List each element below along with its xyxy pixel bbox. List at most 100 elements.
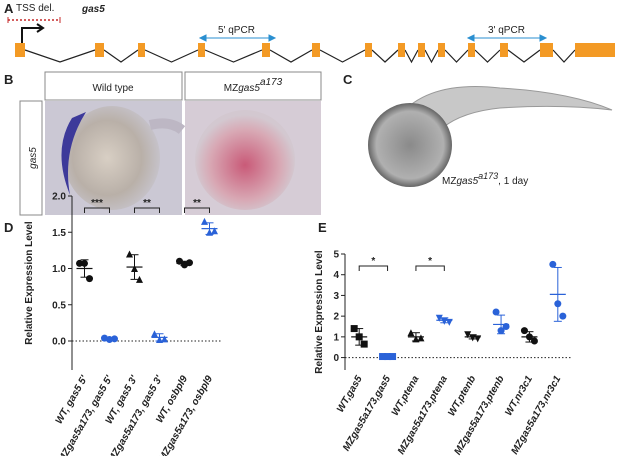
- point: [492, 308, 500, 316]
- point: [161, 335, 168, 343]
- sig-label: ***: [91, 198, 103, 209]
- x-tick-label: WT,ptena: [390, 374, 422, 418]
- point: [111, 335, 118, 343]
- intron: [144, 49, 199, 63]
- point: [211, 227, 218, 235]
- primers: [198, 34, 548, 42]
- point: [360, 340, 368, 348]
- point: [445, 318, 453, 326]
- exon: [540, 43, 553, 57]
- exon: [500, 43, 508, 57]
- panel-letter: E: [318, 220, 327, 235]
- y-tick-label: 1.5: [52, 228, 66, 239]
- sig-label: **: [193, 198, 201, 209]
- mz-embryo: [195, 110, 295, 210]
- cap-suffix: , 1 day: [498, 176, 528, 187]
- point: [384, 353, 392, 361]
- point: [355, 333, 363, 341]
- tss-label: TSS del.: [16, 3, 54, 14]
- row-label: gas5: [28, 147, 39, 169]
- intron: [204, 49, 263, 63]
- point: [464, 331, 472, 339]
- exon: [365, 43, 372, 57]
- qpcr3-label: 3' qPCR: [488, 25, 525, 36]
- mz-allele: a173: [260, 77, 283, 88]
- intron: [424, 49, 439, 64]
- exon: [95, 43, 104, 57]
- point: [502, 323, 510, 330]
- point: [201, 217, 208, 225]
- point: [520, 327, 528, 335]
- intron: [24, 49, 96, 63]
- point: [136, 275, 143, 283]
- exon: [138, 43, 145, 57]
- point: [176, 257, 183, 265]
- cap-prefix: MZ: [442, 176, 456, 187]
- sig-bracket: [84, 207, 110, 213]
- intron: [404, 49, 419, 64]
- intron: [552, 49, 576, 63]
- point: [440, 317, 448, 325]
- point: [559, 312, 567, 320]
- gene-name: gas5: [81, 4, 105, 15]
- panel-letter: C: [343, 72, 353, 87]
- intron: [269, 49, 313, 63]
- intron: [371, 49, 399, 63]
- point: [350, 325, 358, 333]
- wt-embryo: [64, 106, 160, 210]
- point: [206, 228, 213, 236]
- sig-label: *: [428, 256, 432, 267]
- point: [131, 265, 138, 272]
- y-tick-label: 4: [333, 270, 339, 281]
- embryo-tail: [399, 86, 613, 131]
- y-tick-label: 5: [333, 250, 339, 261]
- point: [497, 327, 505, 335]
- point: [389, 353, 397, 361]
- point: [86, 275, 93, 283]
- point: [186, 259, 193, 267]
- y-tick-label: 0: [333, 353, 339, 364]
- header-box: [44, 71, 183, 101]
- point: [407, 329, 415, 337]
- y-tick-label: 0.0: [52, 337, 66, 348]
- sig-label: *: [371, 256, 375, 267]
- y-tick-label: 1.0: [52, 264, 66, 275]
- y-tick-label: 1: [333, 332, 339, 343]
- x-tick-label: WT,nr3c1: [503, 374, 535, 418]
- panel-letter: B: [4, 72, 13, 87]
- exon: [312, 43, 320, 57]
- panel-letter: A: [4, 1, 14, 16]
- point: [81, 259, 88, 267]
- point: [151, 330, 158, 338]
- mz-gene: gas5: [238, 83, 260, 94]
- sig-bracket: [134, 207, 160, 213]
- intron: [474, 49, 501, 63]
- point: [549, 260, 557, 268]
- point: [379, 353, 387, 361]
- point: [525, 333, 533, 341]
- exon: [575, 43, 615, 57]
- exon: [438, 43, 445, 57]
- point: [530, 337, 538, 345]
- qpcr5-label: 5' qPCR: [218, 25, 255, 36]
- point: [412, 335, 420, 343]
- exon: [262, 43, 270, 57]
- y-tick-label: 2.0: [52, 192, 66, 203]
- y-axis-label: Relative Expression Level: [24, 221, 35, 345]
- caption: MZgas5a173, 1 day: [442, 171, 528, 187]
- mz-prefix: MZ: [224, 83, 238, 94]
- sig-bracket: [415, 265, 445, 271]
- wt-label: Wild type: [92, 83, 134, 94]
- x-tick-label: WT,gas5: [335, 374, 365, 415]
- exon: [15, 43, 25, 57]
- point: [76, 259, 83, 267]
- sig-bracket: [184, 207, 210, 213]
- x-tick-label: WT,ptenb: [446, 374, 478, 418]
- y-tick-label: 2: [333, 312, 339, 323]
- exon: [468, 43, 475, 57]
- intron: [319, 49, 366, 63]
- wt-stain: [61, 112, 86, 195]
- point: [554, 300, 562, 308]
- mz-label: MZgas5a173: [224, 77, 283, 94]
